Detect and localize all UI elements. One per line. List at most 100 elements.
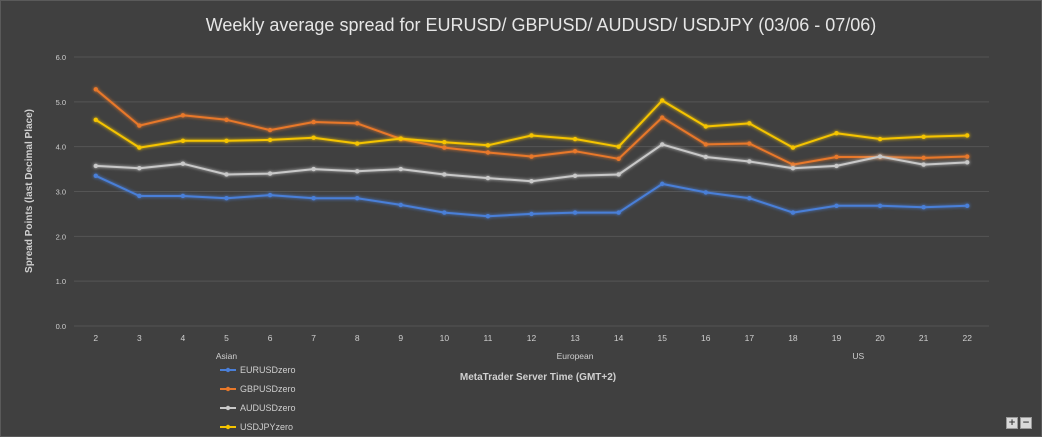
x-tick-label: 10 [440,333,450,343]
data-point-usdjpyzero [921,134,926,140]
data-point-audusdzero [529,178,534,184]
data-point-usdjpyzero [790,145,796,150]
data-point-eurusdzero [355,196,360,201]
data-point-audusdzero [442,172,447,177]
y-tick-label: 0.0 [56,322,66,331]
legend-item-eurusdzero: EURUSDzero [220,365,296,375]
legend-label: USDJPYzero [240,422,293,432]
data-point-usdjpyzero [311,135,316,140]
data-point-eurusdzero [398,202,403,208]
data-point-gbpusdzero [965,154,970,159]
y-tick-label: 1.0 [56,277,66,286]
data-point-eurusdzero [137,193,142,199]
legend-item-audusdzero: AUDUSDzero [220,403,296,413]
legend-label: GBPUSDzero [240,384,296,394]
x-tick-label: 12 [527,333,537,343]
legend-swatch-marker [225,367,231,373]
data-point-usdjpyzero [137,145,142,150]
y-tick-label: 3.0 [56,188,66,197]
data-point-usdjpyzero [703,124,708,129]
x-tick-label: 21 [919,333,929,343]
data-point-eurusdzero [877,203,883,209]
zoom-out-button[interactable]: − [1020,417,1032,429]
data-point-eurusdzero [442,210,447,215]
series-gbpusdzero [93,87,970,167]
series-eurusdzero [93,173,970,219]
data-point-audusdzero [485,175,491,181]
data-point-audusdzero [921,162,926,167]
data-point-eurusdzero [224,196,229,201]
data-point-audusdzero [398,166,403,172]
y-axis-label: Spread Points (last Decimal Place) [24,109,35,273]
data-point-gbpusdzero [572,148,578,154]
x-tick-label: 18 [788,333,798,343]
data-point-usdjpyzero [180,138,186,144]
zoom-in-button[interactable]: + [1006,417,1018,429]
legend-swatch-marker [225,405,231,411]
session-label: Asian [216,351,238,361]
data-point-usdjpyzero [442,139,447,145]
data-point-eurusdzero [485,213,491,219]
data-point-usdjpyzero [224,138,229,144]
data-point-usdjpyzero [834,131,839,136]
data-point-audusdzero [137,165,142,171]
data-point-gbpusdzero [137,123,142,128]
data-point-usdjpyzero [93,117,98,122]
data-point-audusdzero [93,163,98,169]
data-point-audusdzero [965,160,970,165]
data-point-eurusdzero [660,181,665,187]
data-point-gbpusdzero [355,121,360,126]
legend-item-gbpusdzero: GBPUSDzero [220,384,296,394]
x-tick-label: 6 [268,333,273,343]
data-point-audusdzero [572,173,578,179]
x-tick-label: 5 [224,333,229,343]
data-point-eurusdzero [572,210,578,215]
data-point-eurusdzero [616,210,621,215]
legend-swatch-marker [225,386,231,392]
x-tick-label: 11 [484,333,493,343]
data-point-gbpusdzero [747,141,752,146]
y-tick-label: 4.0 [56,143,66,152]
data-point-audusdzero [180,161,186,166]
data-point-usdjpyzero [355,141,360,146]
data-point-gbpusdzero [921,155,926,161]
data-point-gbpusdzero [180,113,186,118]
zoom-controls: + − [1006,417,1032,429]
data-point-gbpusdzero [703,142,708,147]
data-point-audusdzero [660,142,665,147]
data-point-usdjpyzero [877,136,883,142]
x-tick-label: 8 [355,333,360,343]
data-point-usdjpyzero [747,121,752,126]
data-point-gbpusdzero [442,145,447,150]
data-point-audusdzero [877,154,883,159]
data-point-eurusdzero [93,173,98,179]
data-point-eurusdzero [921,204,926,210]
data-point-audusdzero [224,172,229,177]
session-label: European [557,351,594,361]
data-point-usdjpyzero [529,133,534,138]
data-point-eurusdzero [703,190,708,195]
data-point-audusdzero [790,165,796,171]
legend-item-usdjpyzero: USDJPYzero [220,422,293,432]
data-point-audusdzero [703,154,708,160]
legend-label: EURUSDzero [240,365,296,375]
data-point-usdjpyzero [485,143,491,148]
data-point-usdjpyzero [572,136,578,142]
y-tick-label: 6.0 [56,53,66,62]
chart-title: Weekly average spread for EURUSD/ GBPUSD… [206,15,877,35]
x-tick-label: 20 [875,333,885,343]
data-point-gbpusdzero [790,162,796,167]
data-point-audusdzero [834,163,839,169]
x-tick-label: 15 [657,333,667,343]
data-point-usdjpyzero [660,98,665,103]
data-point-gbpusdzero [267,127,273,133]
x-tick-label: 3 [137,333,142,343]
legend-label: AUDUSDzero [240,403,296,413]
x-tick-label: 22 [962,333,972,343]
data-point-eurusdzero [529,211,534,217]
series-usdjpyzero [93,98,970,150]
x-tick-label: 13 [570,333,580,343]
data-point-gbpusdzero [485,150,491,155]
data-point-eurusdzero [965,203,970,209]
